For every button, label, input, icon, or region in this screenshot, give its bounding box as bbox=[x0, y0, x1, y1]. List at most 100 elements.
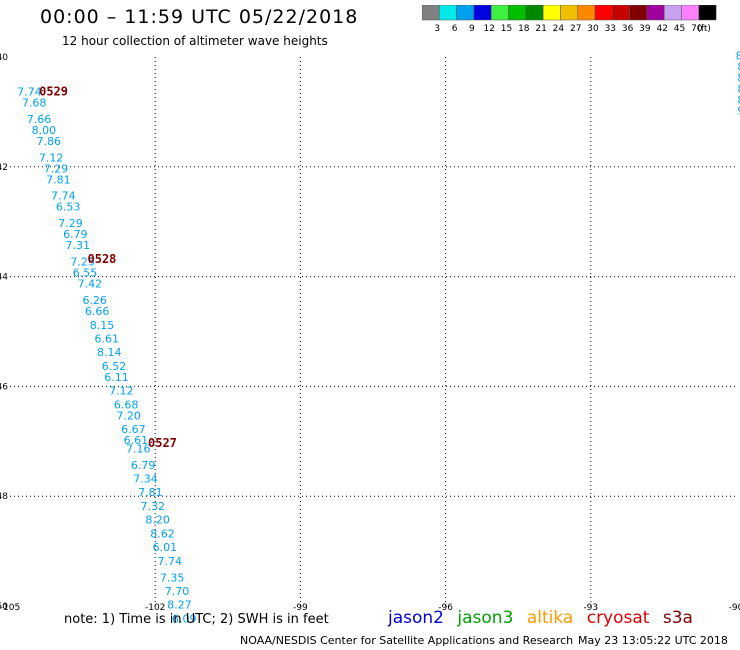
swh-value-label: 6.67 bbox=[121, 423, 146, 436]
swh-value-label: 8 bbox=[737, 83, 740, 96]
swh-value-label: 8.20 bbox=[145, 514, 170, 527]
swh-value-label: 8 bbox=[737, 72, 740, 85]
legend-swatch bbox=[525, 5, 544, 21]
color-legend: 3 6 9 12 15 18 21 24 27 30 33 36 39 42 45 70(ft) bbox=[422, 5, 717, 34]
satellite-legend: jason2 jason3 altika cryosat s3a bbox=[388, 608, 701, 628]
x-tick-label: -102 bbox=[145, 603, 165, 613]
swh-value-label: 6.55 bbox=[73, 267, 98, 280]
legend-swatch bbox=[542, 5, 561, 21]
swh-value-label: 7.25 bbox=[70, 256, 95, 269]
time-label: 0529 bbox=[39, 84, 68, 98]
chart-title: 00:00 – 11:59 UTC 05/22/2018 bbox=[40, 6, 359, 28]
legend-swatch bbox=[594, 5, 613, 21]
y-tick-label: -42 bbox=[0, 163, 8, 173]
swh-value-label: 8.15 bbox=[90, 319, 115, 332]
y-tick-label: -44 bbox=[0, 273, 8, 283]
swh-value-label: 6.11 bbox=[104, 371, 129, 384]
swh-value-label: 7.74 bbox=[17, 85, 42, 98]
legend-swatch bbox=[560, 5, 578, 21]
legend-swatch bbox=[439, 5, 457, 21]
legend-label: 36 bbox=[622, 24, 634, 34]
axis-tick-labels: -105 -102 -99 -96 -93 -90 -40 -42 -44 -46 -48 -50 bbox=[0, 53, 740, 613]
swh-value-label: 7.29 bbox=[58, 217, 83, 230]
swh-value-label: 7.70 bbox=[165, 585, 190, 598]
x-tick-label: -96 bbox=[438, 603, 453, 613]
legend-label: 30 bbox=[587, 24, 599, 34]
swh-value-label: 6.26 bbox=[82, 294, 107, 307]
x-tick-label: -93 bbox=[583, 603, 598, 613]
legend-label: 42 bbox=[656, 24, 667, 34]
swh-value-label: 7.12 bbox=[109, 385, 134, 398]
swh-value-label: 6.68 bbox=[114, 398, 139, 411]
swh-value-label: 8. bbox=[736, 50, 740, 63]
swh-value-label: 8 bbox=[737, 61, 740, 74]
legend-swatch bbox=[629, 5, 648, 21]
chart-subtitle: 12 hour collection of altimeter wave hei… bbox=[62, 34, 328, 48]
legend-swatch bbox=[612, 5, 630, 21]
legend-label: 18 bbox=[518, 24, 530, 34]
swh-value-label: 7.42 bbox=[78, 278, 103, 291]
legend-label: 24 bbox=[553, 24, 565, 34]
legend-label: 12 bbox=[483, 24, 494, 34]
swh-value-label: 7.31 bbox=[66, 239, 91, 252]
swh-value-label: 7.16 bbox=[126, 442, 151, 455]
swh-value-label: 7.86 bbox=[36, 135, 61, 148]
swh-value-label: 7.35 bbox=[160, 571, 185, 584]
swh-value-label: 7.66 bbox=[27, 113, 52, 126]
swh-value-label: 6.79 bbox=[131, 459, 156, 472]
legend-label: 9 bbox=[469, 24, 475, 34]
x-tick-label: -90 bbox=[729, 603, 740, 613]
swh-value-label: 6.79 bbox=[63, 228, 88, 241]
swh-value-label: 7.20 bbox=[116, 409, 141, 422]
swh-value-label: 6.53 bbox=[56, 201, 81, 214]
swh-value-label: 6.52 bbox=[102, 360, 127, 373]
swh-value-label: 7.81 bbox=[138, 486, 163, 499]
swh-value-label: 8.62 bbox=[150, 527, 175, 540]
swh-value-label: 7.74 bbox=[157, 555, 182, 568]
swh-value-label: 7.81 bbox=[46, 173, 71, 186]
y-tick-label: -48 bbox=[0, 492, 8, 502]
legend-swatch bbox=[681, 5, 700, 21]
legend-label: 3 bbox=[434, 24, 440, 34]
legend-swatch bbox=[490, 5, 509, 21]
legend-label: 70 bbox=[691, 24, 703, 34]
swh-value-label: 8.00 bbox=[32, 124, 57, 137]
time-labels: 0529 0528 0527 bbox=[39, 84, 177, 449]
swh-value-label: 6.61 bbox=[124, 434, 149, 447]
credit-text: NOAA/NESDIS Center for Satellite Applica… bbox=[240, 634, 574, 647]
generation-timestamp: May 23 13:05:22 UTC 2018 bbox=[578, 634, 728, 647]
satellite-altika: altika bbox=[526, 608, 574, 628]
swh-values: 7.747.687.668.007.867.127.297.817.746.53… bbox=[17, 50, 740, 626]
legend-label: 15 bbox=[501, 24, 512, 34]
legend-swatch bbox=[577, 5, 596, 21]
satellite-cryosat: cryosat bbox=[586, 608, 650, 628]
satellite-s3a: s3a bbox=[662, 608, 693, 628]
swh-value-label: 7.74 bbox=[51, 190, 76, 203]
y-tick-label: -50 bbox=[0, 602, 8, 612]
legend-swatch bbox=[698, 5, 717, 21]
legend-swatch bbox=[646, 5, 665, 21]
swh-value-label: 7.29 bbox=[44, 162, 69, 175]
swh-value-label: 7.34 bbox=[133, 472, 158, 485]
grid-lines bbox=[10, 57, 736, 606]
swh-value-label: 7.12 bbox=[39, 151, 64, 164]
legend-swatch bbox=[456, 5, 475, 21]
swh-value-label: 8.27 bbox=[167, 599, 192, 612]
legend-swatch bbox=[422, 5, 440, 21]
swh-value-label: 6.66 bbox=[85, 305, 110, 318]
x-tick-label: -105 bbox=[0, 603, 20, 613]
y-tick-label: -46 bbox=[0, 382, 8, 392]
footer-note: note: 1) Time is in UTC; 2) SWH is in fe… bbox=[64, 612, 329, 627]
legend-label: 6 bbox=[452, 24, 458, 34]
swh-value-label: 8 bbox=[737, 94, 740, 107]
legend-swatch bbox=[663, 5, 682, 21]
legend-label: 21 bbox=[535, 24, 546, 34]
legend-label: 39 bbox=[639, 24, 651, 34]
swh-value-label: 9 bbox=[737, 105, 740, 118]
legend-label: 33 bbox=[605, 24, 616, 34]
x-tick-label: -99 bbox=[293, 603, 308, 613]
swh-value-label: 6.09 bbox=[172, 612, 197, 625]
swh-value-label: 6.01 bbox=[153, 541, 178, 554]
swh-value-label: 7.32 bbox=[141, 500, 166, 513]
